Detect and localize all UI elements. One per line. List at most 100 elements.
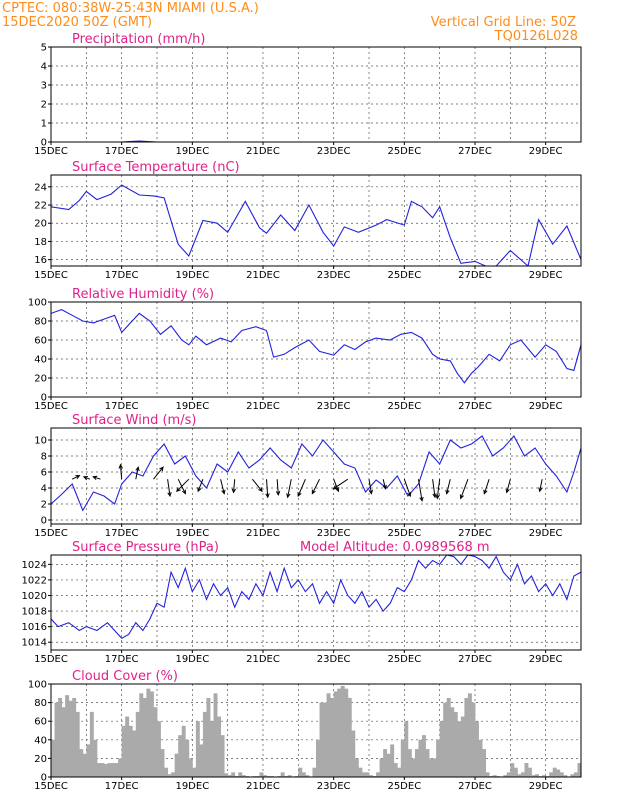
- y-tick-label: 10: [34, 436, 47, 447]
- cloud-bar: [135, 711, 140, 777]
- x-tick-label: 23DEC: [317, 654, 351, 665]
- cloud-bar: [453, 711, 458, 777]
- cloud-bar: [316, 739, 320, 777]
- x-tick-label: 15DEC: [34, 528, 68, 539]
- x-tick-label: 25DEC: [387, 654, 421, 665]
- cloud-bar: [58, 697, 62, 777]
- cloud-bar: [517, 774, 522, 777]
- cloud-bar: [227, 775, 232, 777]
- header-grid-line: Vertical Grid Line: 50Z: [431, 15, 576, 30]
- x-tick-label: 19DEC: [175, 401, 209, 412]
- x-tick-label: 23DEC: [317, 528, 351, 539]
- cloud-bar: [298, 767, 303, 777]
- y-tick-label: 18: [34, 237, 47, 248]
- wind-vector: [286, 479, 292, 499]
- cloud-bar: [86, 744, 91, 777]
- cloud-bar: [107, 763, 112, 777]
- y-tick-label: 16: [34, 255, 47, 266]
- y-tick-label: 40: [34, 735, 47, 746]
- y-tick-label: 60: [34, 717, 47, 728]
- panel-frame: [50, 301, 582, 398]
- panel-annotation: Model Altitude: 0.0989568 m: [300, 540, 490, 555]
- cloud-bar: [153, 707, 158, 777]
- cloud-bar: [520, 772, 525, 777]
- cloud-bar: [323, 702, 327, 777]
- cloud-bar: [450, 707, 455, 777]
- wind-vector: [445, 479, 451, 495]
- cloud-bar: [305, 775, 310, 777]
- x-tick-label: 21DEC: [246, 654, 280, 665]
- y-tick-label: 20: [34, 219, 47, 230]
- panel-1: 0 1 2 3 4 5 15DEC 17DEC 19DEC 21DEC 23DEC 25DEC 27DE…: [34, 32, 582, 157]
- y-tick-label: 2: [41, 500, 47, 511]
- wind-vector: [505, 479, 511, 494]
- series: [51, 308, 581, 384]
- cloud-bar: [118, 758, 123, 777]
- cloud-bar: [379, 758, 384, 777]
- cloud-bar: [210, 721, 214, 777]
- x-tick-label: 15DEC: [34, 270, 68, 281]
- wind-vector: [82, 476, 91, 481]
- wind-vector: [403, 479, 412, 498]
- cloud-bar: [407, 749, 412, 777]
- y-tick-label: 0: [41, 773, 47, 784]
- panel-3: 0 20 40 60 80 100 15DEC 17DEC 19DEC 21DEC 23DEC 25D…: [28, 287, 582, 412]
- y-tick-label: 24: [34, 182, 47, 193]
- cloud-bar: [542, 775, 547, 777]
- cloud-bar: [181, 725, 186, 777]
- x-tick-label: 25DEC: [387, 146, 421, 157]
- cloud-bar: [319, 702, 324, 777]
- cloud-bar: [510, 763, 515, 777]
- x-tick-label: 21DEC: [246, 146, 280, 157]
- cloud-bar: [100, 763, 105, 777]
- wind-vector: [118, 463, 123, 480]
- cloud-bar: [400, 739, 405, 777]
- x-tick-label: 23DEC: [317, 146, 351, 157]
- cloud-bar: [195, 721, 200, 777]
- x-tick-label: 19DEC: [175, 528, 209, 539]
- cloud-bar: [559, 772, 564, 777]
- panel-title: Surface Pressure (hPa): [72, 540, 219, 555]
- cloud-bar: [312, 767, 317, 777]
- cloud-bar: [577, 763, 581, 777]
- x-tick-label: 27DEC: [458, 781, 492, 792]
- cloud-bar: [65, 695, 70, 777]
- y-tick-label: 80: [34, 698, 47, 709]
- cloud-bar: [439, 721, 444, 777]
- panel-5: 1014 1016 1018 1020 1022 1024 15DEC 17DEC 19DEC 2…: [22, 540, 582, 665]
- cloud-bar: [570, 774, 575, 777]
- cloud-bar: [337, 688, 342, 777]
- wind-vector: [92, 475, 101, 480]
- wind-vector: [459, 479, 469, 500]
- wind-vector: [311, 478, 320, 495]
- x-tick-label: 29DEC: [529, 270, 563, 281]
- panel-frame: [50, 174, 582, 267]
- cloud-bar: [146, 688, 151, 777]
- cloud-bar: [263, 775, 267, 777]
- panel-title: Surface Temperature (nC): [72, 160, 240, 175]
- x-tick-label: 21DEC: [246, 528, 280, 539]
- wind-vector: [265, 479, 270, 499]
- y-tick-label: 2: [41, 100, 47, 111]
- y-tick-label: 5: [41, 43, 47, 54]
- cloud-bar: [51, 739, 55, 777]
- cloud-bar: [464, 697, 469, 777]
- x-tick-label: 27DEC: [458, 528, 492, 539]
- cloud-bar: [573, 772, 578, 777]
- cloud-bar: [369, 775, 373, 777]
- x-tick-label: 17DEC: [105, 781, 139, 792]
- cloud-bar: [344, 688, 349, 777]
- y-tick-label: 8: [41, 452, 47, 463]
- wind-vector: [135, 466, 140, 480]
- cloud-bar: [361, 772, 366, 777]
- cloud-bar: [467, 693, 472, 777]
- wind-vector: [333, 479, 340, 493]
- cloud-bar: [192, 767, 197, 777]
- y-tick-label: 3: [41, 81, 47, 92]
- x-tick-label: 27DEC: [458, 654, 492, 665]
- x-tick-label: 19DEC: [175, 781, 209, 792]
- cloud-bar: [121, 725, 126, 777]
- wind-vector: [297, 479, 306, 498]
- cloud-bar: [460, 716, 465, 777]
- cloud-bar: [171, 772, 176, 777]
